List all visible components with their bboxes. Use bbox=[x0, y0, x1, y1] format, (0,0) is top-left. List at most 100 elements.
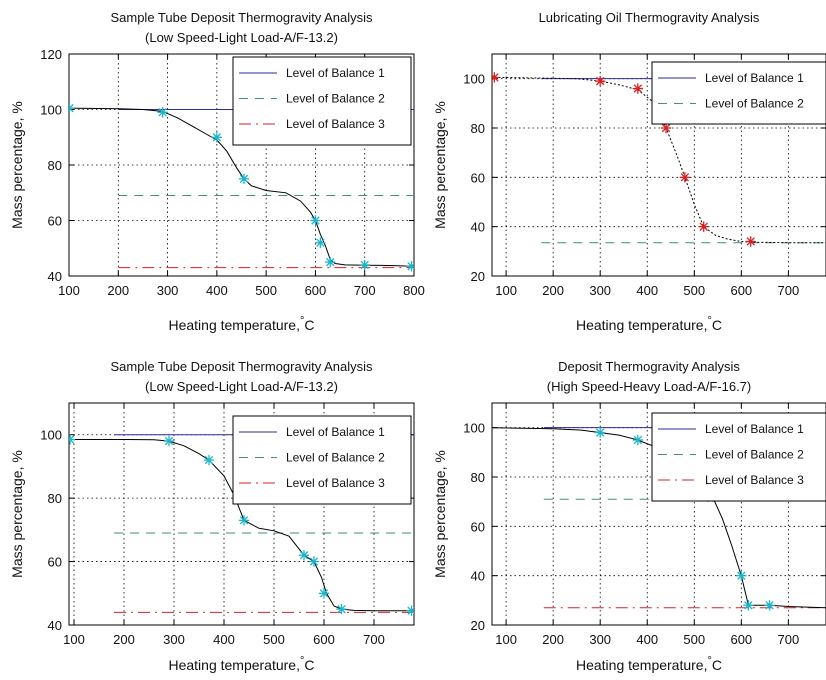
x-tick-label: 300 bbox=[157, 283, 179, 298]
degree-symbol: ° bbox=[708, 315, 712, 327]
data-marker bbox=[359, 259, 370, 271]
x-tick-label: 500 bbox=[683, 283, 705, 298]
x-axis-label-text: Heating temperature, bbox=[168, 657, 300, 673]
data-marker bbox=[69, 434, 76, 445]
degree-symbol: ° bbox=[708, 655, 712, 667]
data-marker bbox=[764, 600, 775, 611]
y-tick-label: 100 bbox=[40, 428, 62, 443]
data-marker bbox=[318, 588, 330, 599]
x-tick-label: 600 bbox=[730, 632, 752, 647]
x-tick-label: 600 bbox=[730, 283, 752, 298]
y-tick-label: 100 bbox=[40, 103, 62, 118]
data-marker bbox=[679, 172, 691, 183]
legend: Level of Balance 1 Level of Balance 2 Leve… bbox=[232, 415, 412, 505]
legend-box bbox=[651, 61, 826, 125]
x-tick-label: 800 bbox=[403, 283, 425, 298]
legend-label-2: Level of Balance 2 bbox=[286, 451, 385, 465]
legend-label-1: Level of Balance 1 bbox=[286, 425, 385, 439]
x-tick-label: 200 bbox=[542, 283, 564, 298]
legend-label-2: Level of Balance 2 bbox=[705, 448, 804, 462]
plot-frame bbox=[491, 402, 826, 626]
x-tick-label: 700 bbox=[778, 632, 800, 647]
x-axis-unit: C bbox=[304, 657, 314, 673]
data-marker bbox=[632, 434, 644, 446]
y-tick-label: 80 bbox=[471, 121, 485, 136]
data-marker bbox=[238, 515, 250, 526]
x-tick-label: 500 bbox=[263, 632, 285, 647]
y-tick-label: 80 bbox=[471, 470, 485, 485]
y-axis-label: Mass percentage, % bbox=[432, 101, 448, 229]
y-tick-label: 60 bbox=[471, 170, 485, 185]
y-axis-label: Mass percentage, % bbox=[9, 101, 25, 229]
y-tick-label: 60 bbox=[48, 214, 62, 229]
legend: Level of Balance 1 Level of Balance 2 Leve… bbox=[232, 56, 412, 146]
x-tick-label: 100 bbox=[58, 283, 80, 298]
data-marker bbox=[406, 261, 414, 272]
chart-panel-4: 100 200 300 400 500 600 700 20 40 60 80 100 Deposit … bbox=[432, 359, 826, 673]
x-tick-label: 400 bbox=[206, 283, 228, 298]
legend-label-2: Level of Balance 2 bbox=[705, 97, 804, 111]
data-marker bbox=[743, 600, 754, 611]
x-tick-label: 300 bbox=[589, 283, 611, 298]
chart-panel-3: 100 200 300 400 500 600 700 40 60 80 100 Sample Tub… bbox=[9, 359, 415, 673]
data-marker bbox=[745, 236, 756, 247]
data-marker bbox=[736, 570, 747, 581]
x-tick-label: 100 bbox=[63, 632, 85, 647]
x-axis-label-text: Heating temperature, bbox=[168, 317, 300, 333]
y-tick-label: 20 bbox=[471, 618, 485, 633]
legend-label-3: Level of Balance 3 bbox=[286, 476, 385, 490]
x-tick-label: 500 bbox=[683, 632, 705, 647]
chart-subtitle: (High Speed-Heavy Load-A/F-16.7) bbox=[547, 379, 752, 394]
x-tick-label: 600 bbox=[313, 632, 335, 647]
y-tick-label: 20 bbox=[471, 269, 485, 284]
legend-label-3: Level of Balance 3 bbox=[286, 117, 385, 131]
legend-label-2: Level of Balance 2 bbox=[286, 92, 385, 106]
data-marker bbox=[660, 122, 672, 134]
data-marker bbox=[308, 556, 320, 567]
chart-subtitle: (Low Speed-Light Load-A/F-13.2) bbox=[145, 379, 338, 394]
data-marker bbox=[238, 173, 250, 185]
degree-symbol: ° bbox=[300, 655, 304, 667]
mass-curve bbox=[69, 107, 414, 267]
legend: Level of Balance 1 Level of Balance 2 bbox=[651, 61, 826, 125]
y-tick-label: 80 bbox=[48, 158, 62, 173]
x-tick-label: 400 bbox=[213, 632, 235, 647]
chart-panel-1: 100 200 300 400 500 600 700 800 40 60 80 100 120 Samp… bbox=[9, 10, 425, 333]
mass-curve bbox=[70, 439, 414, 612]
chart-title: Lubricating Oil Thermogravity Analysis bbox=[539, 10, 760, 25]
legend-label-1: Level of Balance 1 bbox=[705, 422, 804, 436]
y-tick-label: 100 bbox=[463, 421, 485, 436]
y-axis-label: Mass percentage, % bbox=[432, 450, 448, 578]
x-tick-label: 300 bbox=[163, 632, 185, 647]
data-marker bbox=[594, 427, 606, 438]
x-axis-label: Heating temperature,°C bbox=[168, 315, 314, 333]
data-marker bbox=[163, 435, 175, 447]
y-tick-label: 120 bbox=[40, 47, 62, 62]
x-tick-label: 200 bbox=[107, 283, 129, 298]
data-marker bbox=[211, 132, 223, 143]
data-marker bbox=[632, 83, 644, 94]
data-marker bbox=[594, 75, 606, 87]
legend-box bbox=[651, 412, 826, 502]
x-axis-label-text: Heating temperature, bbox=[576, 317, 708, 333]
data-marker bbox=[492, 72, 500, 83]
x-tick-label: 700 bbox=[354, 283, 376, 298]
y-tick-label: 60 bbox=[48, 555, 62, 570]
x-axis-label: Heating temperature,°C bbox=[168, 655, 314, 673]
x-tick-label: 400 bbox=[636, 632, 658, 647]
data-marker bbox=[315, 237, 326, 248]
legend-label-1: Level of Balance 1 bbox=[705, 71, 804, 85]
data-marker bbox=[69, 102, 75, 114]
y-tick-label: 40 bbox=[48, 269, 62, 284]
plot-frame bbox=[68, 402, 415, 626]
data-marker bbox=[203, 454, 215, 466]
x-axis-unit: C bbox=[712, 657, 722, 673]
y-tick-label: 40 bbox=[471, 220, 485, 235]
y-tick-label: 40 bbox=[48, 618, 62, 633]
data-marker bbox=[298, 550, 310, 561]
x-tick-label: 100 bbox=[495, 632, 517, 647]
chart-title: Sample Tube Deposit Thermogravity Analys… bbox=[110, 10, 373, 25]
chart-title: Sample Tube Deposit Thermogravity Analys… bbox=[110, 359, 373, 374]
degree-symbol: ° bbox=[300, 315, 304, 327]
